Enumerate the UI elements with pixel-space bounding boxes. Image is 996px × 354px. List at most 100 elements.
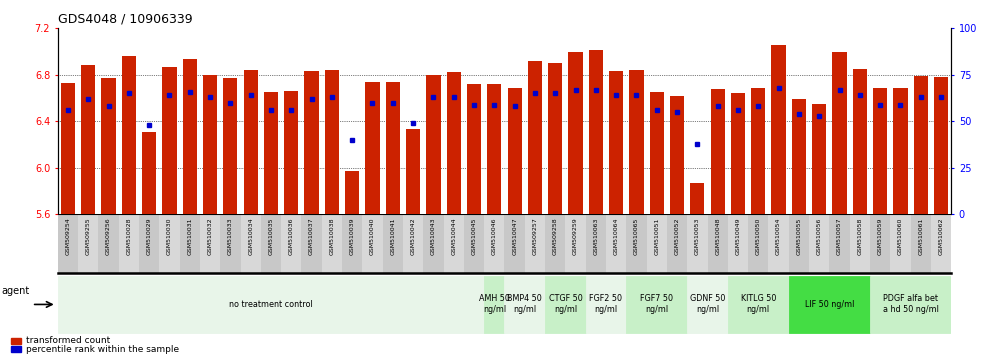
Text: BMP4 50
ng/ml: BMP4 50 ng/ml	[507, 295, 542, 314]
Bar	[545, 275, 586, 333]
Bar	[586, 214, 606, 274]
Text: GSM510048: GSM510048	[715, 217, 720, 255]
Bar	[853, 69, 867, 214]
Bar	[261, 214, 281, 274]
Text: GSM510049: GSM510049	[735, 217, 740, 255]
Bar	[809, 214, 830, 274]
Bar	[667, 214, 687, 274]
Bar	[525, 214, 545, 274]
Bar	[890, 214, 910, 274]
Bar	[281, 214, 302, 274]
Bar	[913, 76, 928, 214]
Text: GSM510055: GSM510055	[797, 217, 802, 255]
Text: GSM510065: GSM510065	[634, 217, 639, 255]
Text: GSM510036: GSM510036	[289, 217, 294, 255]
Bar	[792, 99, 806, 214]
Text: CTGF 50
ng/ml: CTGF 50 ng/ml	[549, 295, 583, 314]
Text: GSM510051: GSM510051	[654, 217, 659, 255]
Bar	[162, 67, 176, 214]
Text: GSM510044: GSM510044	[451, 217, 456, 255]
Bar	[830, 214, 850, 274]
Text: GSM510052: GSM510052	[674, 217, 679, 255]
Bar	[629, 70, 643, 214]
Bar	[609, 71, 623, 214]
Bar	[464, 214, 484, 274]
Text: GSM510040: GSM510040	[370, 217, 374, 255]
Bar	[403, 214, 423, 274]
Bar	[182, 58, 197, 214]
Bar	[363, 214, 382, 274]
Bar	[223, 78, 237, 214]
Bar	[626, 214, 646, 274]
Text: GSM509259: GSM509259	[573, 217, 578, 255]
Bar	[707, 214, 728, 274]
Text: AMH 50
ng/ml: AMH 50 ng/ml	[479, 295, 510, 314]
Bar	[220, 214, 240, 274]
Bar	[751, 87, 765, 214]
Bar	[873, 87, 887, 214]
Bar	[850, 214, 870, 274]
Bar	[426, 75, 440, 214]
Text: GSM510033: GSM510033	[228, 217, 233, 255]
Bar	[102, 78, 116, 214]
Text: GSM510034: GSM510034	[248, 217, 253, 255]
Text: GSM510063: GSM510063	[594, 217, 599, 255]
Bar	[342, 214, 363, 274]
Bar	[203, 75, 217, 214]
Bar	[11, 338, 21, 344]
Bar	[484, 214, 505, 274]
Text: GSM510039: GSM510039	[350, 217, 355, 255]
Text: FGF2 50
ng/ml: FGF2 50 ng/ml	[590, 295, 622, 314]
Bar	[240, 214, 261, 274]
Bar	[566, 214, 586, 274]
Bar	[910, 214, 931, 274]
Text: GSM510060: GSM510060	[898, 217, 903, 255]
Bar	[812, 104, 827, 214]
Bar	[58, 275, 484, 333]
Bar	[61, 83, 75, 214]
Bar	[366, 82, 379, 214]
Bar	[78, 214, 99, 274]
Bar	[505, 214, 525, 274]
Bar	[244, 70, 258, 214]
Text: GSM510047: GSM510047	[512, 217, 517, 255]
Bar	[302, 214, 322, 274]
Bar	[548, 63, 563, 214]
Bar	[569, 52, 583, 214]
Bar	[81, 65, 96, 214]
Bar	[687, 275, 728, 333]
Bar	[322, 214, 342, 274]
Text: PDGF alfa bet
a hd 50 ng/ml: PDGF alfa bet a hd 50 ng/ml	[882, 295, 938, 314]
Text: agent: agent	[1, 286, 30, 296]
Bar	[934, 77, 948, 214]
Bar	[58, 214, 78, 274]
Bar	[748, 214, 769, 274]
Text: GSM510050: GSM510050	[756, 217, 761, 255]
Bar	[139, 214, 159, 274]
Text: GSM510028: GSM510028	[126, 217, 131, 255]
Bar	[772, 45, 786, 214]
Bar	[484, 275, 505, 333]
Text: FGF7 50
ng/ml: FGF7 50 ng/ml	[640, 295, 673, 314]
Bar	[11, 346, 21, 352]
Text: GSM510032: GSM510032	[207, 217, 212, 255]
Bar	[545, 214, 566, 274]
Text: GSM510031: GSM510031	[187, 217, 192, 255]
Bar	[325, 70, 339, 214]
Bar	[870, 214, 890, 274]
Text: GSM509257: GSM509257	[533, 217, 538, 255]
Bar	[99, 214, 119, 274]
Bar	[385, 82, 400, 214]
Bar	[487, 84, 501, 214]
Bar	[690, 183, 704, 214]
Bar	[443, 214, 464, 274]
Bar	[467, 84, 481, 214]
Bar	[142, 132, 156, 214]
Bar	[769, 214, 789, 274]
Bar	[870, 275, 951, 333]
Bar	[305, 71, 319, 214]
Bar	[586, 275, 626, 333]
Bar	[200, 214, 220, 274]
Bar	[179, 214, 200, 274]
Bar	[606, 214, 626, 274]
